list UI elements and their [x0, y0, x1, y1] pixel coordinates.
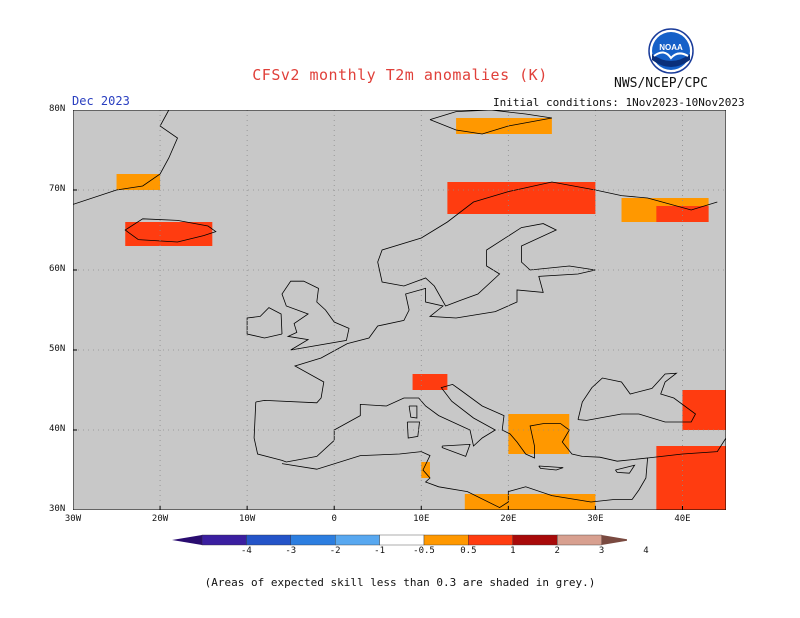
- coastline: [406, 421, 420, 439]
- coastlines: [73, 110, 726, 509]
- anomaly-region: [508, 414, 570, 454]
- colorbar-label: 4: [643, 546, 649, 556]
- longitude-label: 30E: [587, 514, 604, 524]
- coastline: [253, 383, 649, 500]
- anomaly-map: [73, 110, 726, 510]
- latitude-label: 60N: [49, 264, 66, 274]
- colorbar-label: -2: [329, 546, 341, 556]
- longitude-label: 10W: [238, 514, 256, 524]
- coastline: [281, 280, 350, 351]
- longitude-label: 0: [331, 514, 337, 524]
- logo-text: NOAA: [659, 43, 683, 52]
- colorbar-cell: [557, 534, 602, 546]
- target-month: Dec 2023: [72, 94, 130, 108]
- longitude-label: 10E: [413, 514, 430, 524]
- anomaly-region: [656, 206, 709, 222]
- colorbar-label: 0.5: [460, 546, 477, 556]
- colorbar-cell: [512, 534, 558, 546]
- colorbar-label: -1: [374, 546, 386, 556]
- colorbar-cell: [201, 534, 247, 546]
- colorbar-label: 2: [554, 546, 560, 556]
- anomaly-region: [421, 462, 430, 478]
- colorbar: [172, 534, 627, 546]
- colorbar-label: 1: [510, 546, 516, 556]
- colorbar-low-arrow: [172, 535, 202, 545]
- longitude-label: 40E: [674, 514, 691, 524]
- anomaly-region: [447, 182, 596, 214]
- coastline: [647, 437, 726, 459]
- anomaly-region: [656, 446, 726, 510]
- latitude-label: 40N: [49, 424, 66, 434]
- latitude-label: 80N: [49, 104, 66, 114]
- coastline: [73, 110, 178, 205]
- coastline: [615, 464, 636, 474]
- chart-title: CFSv2 monthly T2m anomalies (K): [252, 66, 548, 84]
- agency-label: NWS/NCEP/CPC: [614, 76, 708, 91]
- coastline: [281, 451, 632, 509]
- coastline: [408, 405, 418, 419]
- coastline: [429, 110, 552, 135]
- anomaly-region: [464, 494, 596, 510]
- colorbar-cell: [246, 534, 292, 546]
- initial-conditions: Initial conditions: 1Nov2023-10Nov2023: [493, 96, 745, 109]
- latitude-label: 30N: [49, 504, 66, 514]
- colorbar-label: 3: [598, 546, 605, 556]
- anomaly-region: [125, 222, 213, 246]
- colorbar-label: -3: [285, 546, 297, 556]
- latitude-label: 70N: [49, 184, 66, 194]
- coastline: [441, 443, 471, 457]
- colorbar-cell: [423, 534, 469, 546]
- coastline: [124, 218, 217, 243]
- coastline: [538, 465, 564, 471]
- colorbar-cell: [379, 534, 425, 546]
- coastline: [577, 372, 697, 423]
- longitude-label: 20W: [151, 514, 169, 524]
- colorbar-cell: [468, 534, 513, 546]
- colorbar-label: -0.5: [413, 546, 435, 556]
- latitude-label: 50N: [49, 344, 66, 354]
- colorbar-label: -4: [240, 546, 252, 556]
- anomaly-layer: [116, 118, 726, 510]
- longitude-label: 20E: [500, 514, 517, 524]
- longitude-label: 30W: [64, 514, 82, 524]
- anomaly-region: [682, 390, 726, 430]
- anomaly-region: [116, 174, 161, 190]
- colorbar-cell: [334, 534, 380, 546]
- colorbar-cell: [290, 534, 336, 546]
- coastline: [255, 181, 718, 404]
- coastline: [246, 307, 283, 339]
- map-background: [73, 110, 726, 510]
- skill-footnote: (Areas of expected skill less than 0.3 a…: [204, 576, 596, 589]
- noaa-logo: NOAA: [648, 28, 694, 74]
- graticule: [73, 110, 726, 510]
- colorbar-high-arrow: [601, 535, 627, 545]
